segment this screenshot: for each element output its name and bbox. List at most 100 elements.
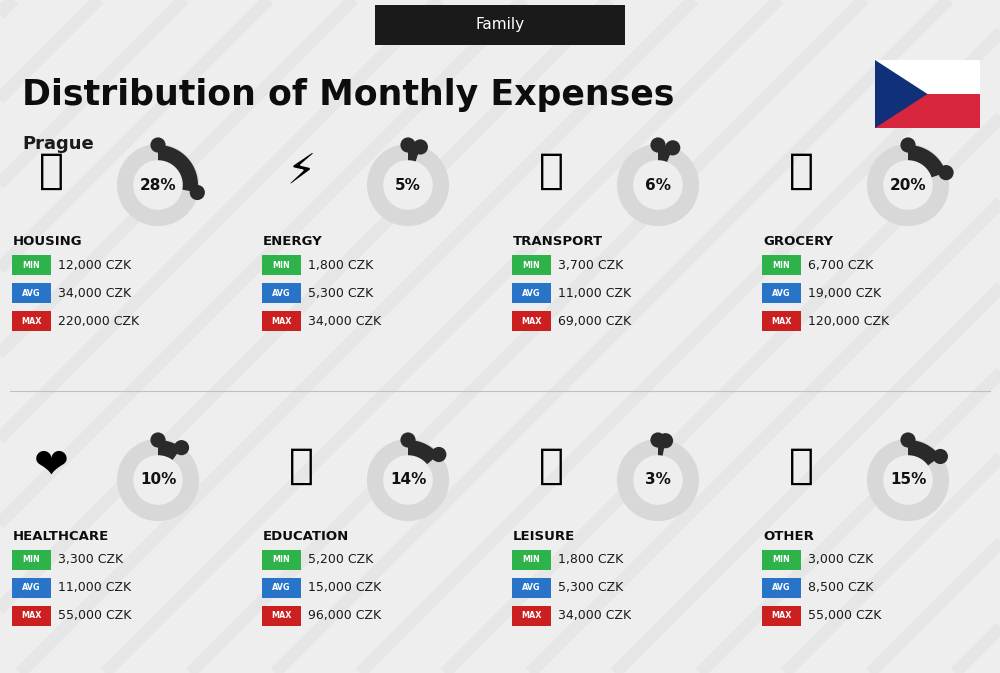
Text: 120,000 CZK: 120,000 CZK bbox=[808, 314, 889, 328]
Text: AVG: AVG bbox=[22, 289, 41, 297]
FancyBboxPatch shape bbox=[12, 311, 51, 331]
Circle shape bbox=[618, 145, 698, 225]
Text: AVG: AVG bbox=[22, 583, 41, 592]
FancyBboxPatch shape bbox=[762, 255, 801, 275]
FancyBboxPatch shape bbox=[512, 255, 551, 275]
FancyBboxPatch shape bbox=[512, 578, 551, 598]
FancyBboxPatch shape bbox=[512, 550, 551, 570]
FancyBboxPatch shape bbox=[12, 606, 51, 626]
FancyBboxPatch shape bbox=[262, 283, 301, 303]
Text: MAX: MAX bbox=[271, 316, 292, 326]
Text: AVG: AVG bbox=[772, 289, 791, 297]
Circle shape bbox=[400, 432, 416, 448]
Circle shape bbox=[383, 455, 433, 505]
FancyBboxPatch shape bbox=[12, 283, 51, 303]
Text: MIN: MIN bbox=[273, 555, 290, 565]
FancyBboxPatch shape bbox=[762, 606, 801, 626]
Text: 🚌: 🚌 bbox=[538, 150, 564, 192]
Circle shape bbox=[174, 440, 189, 455]
Text: 3,000 CZK: 3,000 CZK bbox=[808, 553, 873, 567]
FancyBboxPatch shape bbox=[512, 283, 551, 303]
Text: 1,800 CZK: 1,800 CZK bbox=[308, 258, 373, 271]
Text: 💰: 💰 bbox=[788, 445, 814, 487]
FancyBboxPatch shape bbox=[12, 578, 51, 598]
Circle shape bbox=[650, 137, 666, 153]
Text: MAX: MAX bbox=[21, 612, 42, 621]
Text: 3,700 CZK: 3,700 CZK bbox=[558, 258, 623, 271]
Text: MAX: MAX bbox=[271, 612, 292, 621]
Text: 5%: 5% bbox=[395, 178, 421, 192]
Circle shape bbox=[665, 140, 680, 155]
FancyBboxPatch shape bbox=[12, 255, 51, 275]
Circle shape bbox=[900, 432, 916, 448]
Text: 55,000 CZK: 55,000 CZK bbox=[808, 610, 881, 623]
Circle shape bbox=[618, 440, 698, 520]
Text: MIN: MIN bbox=[523, 260, 540, 269]
Text: LEISURE: LEISURE bbox=[513, 530, 575, 543]
Text: MAX: MAX bbox=[521, 612, 542, 621]
Text: 🏢: 🏢 bbox=[38, 150, 64, 192]
Text: 5,200 CZK: 5,200 CZK bbox=[308, 553, 373, 567]
Text: AVG: AVG bbox=[272, 583, 291, 592]
Text: 15%: 15% bbox=[890, 472, 926, 487]
Text: 6%: 6% bbox=[645, 178, 671, 192]
Circle shape bbox=[868, 145, 948, 225]
Polygon shape bbox=[158, 145, 198, 192]
Text: MAX: MAX bbox=[521, 316, 542, 326]
Text: 🛒: 🛒 bbox=[788, 150, 814, 192]
Text: 1,800 CZK: 1,800 CZK bbox=[558, 553, 623, 567]
Circle shape bbox=[650, 432, 666, 448]
Text: 🎓: 🎓 bbox=[288, 445, 314, 487]
Text: 34,000 CZK: 34,000 CZK bbox=[558, 610, 631, 623]
FancyBboxPatch shape bbox=[375, 5, 625, 45]
Polygon shape bbox=[658, 145, 673, 162]
Text: 34,000 CZK: 34,000 CZK bbox=[58, 287, 131, 299]
Polygon shape bbox=[408, 145, 420, 162]
Circle shape bbox=[133, 455, 183, 505]
Text: ⚡: ⚡ bbox=[286, 150, 316, 192]
Text: 69,000 CZK: 69,000 CZK bbox=[558, 314, 631, 328]
Polygon shape bbox=[408, 440, 439, 464]
Text: 12,000 CZK: 12,000 CZK bbox=[58, 258, 131, 271]
FancyBboxPatch shape bbox=[262, 606, 301, 626]
Text: Distribution of Monthly Expenses: Distribution of Monthly Expenses bbox=[22, 78, 674, 112]
Text: HOUSING: HOUSING bbox=[13, 235, 83, 248]
Text: AVG: AVG bbox=[522, 289, 541, 297]
Circle shape bbox=[118, 440, 198, 520]
Text: 28%: 28% bbox=[140, 178, 176, 192]
Text: 8,500 CZK: 8,500 CZK bbox=[808, 581, 873, 594]
Circle shape bbox=[368, 145, 448, 225]
Text: Family: Family bbox=[475, 17, 525, 32]
FancyBboxPatch shape bbox=[512, 606, 551, 626]
Text: MIN: MIN bbox=[23, 260, 40, 269]
Text: MIN: MIN bbox=[773, 260, 790, 269]
FancyBboxPatch shape bbox=[262, 255, 301, 275]
Text: MAX: MAX bbox=[771, 316, 792, 326]
Circle shape bbox=[383, 160, 433, 210]
Text: 10%: 10% bbox=[140, 472, 176, 487]
Text: 220,000 CZK: 220,000 CZK bbox=[58, 314, 139, 328]
FancyBboxPatch shape bbox=[762, 550, 801, 570]
Text: MIN: MIN bbox=[523, 555, 540, 565]
Text: 96,000 CZK: 96,000 CZK bbox=[308, 610, 381, 623]
Circle shape bbox=[150, 432, 166, 448]
Text: AVG: AVG bbox=[272, 289, 291, 297]
Text: 11,000 CZK: 11,000 CZK bbox=[58, 581, 131, 594]
Circle shape bbox=[883, 160, 933, 210]
Text: HEALTHCARE: HEALTHCARE bbox=[13, 530, 109, 543]
Text: 55,000 CZK: 55,000 CZK bbox=[58, 610, 131, 623]
Text: 3,300 CZK: 3,300 CZK bbox=[58, 553, 123, 567]
Text: 3%: 3% bbox=[645, 472, 671, 487]
Text: AVG: AVG bbox=[522, 583, 541, 592]
Polygon shape bbox=[875, 94, 980, 128]
Circle shape bbox=[933, 449, 948, 464]
Text: 20%: 20% bbox=[890, 178, 926, 192]
FancyBboxPatch shape bbox=[262, 311, 301, 331]
Text: TRANSPORT: TRANSPORT bbox=[513, 235, 603, 248]
FancyBboxPatch shape bbox=[262, 550, 301, 570]
Text: OTHER: OTHER bbox=[763, 530, 814, 543]
Text: 5,300 CZK: 5,300 CZK bbox=[308, 287, 373, 299]
Text: 14%: 14% bbox=[390, 472, 426, 487]
Text: ❤: ❤ bbox=[34, 445, 68, 487]
Text: 15,000 CZK: 15,000 CZK bbox=[308, 581, 381, 594]
